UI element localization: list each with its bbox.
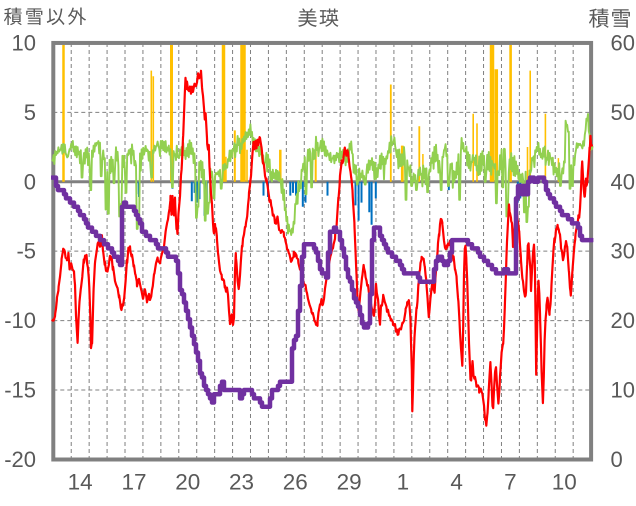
svg-text:-5: -5	[16, 239, 36, 264]
svg-text:0: 0	[611, 447, 623, 472]
svg-text:7: 7	[504, 470, 517, 495]
svg-text:0: 0	[24, 169, 36, 194]
svg-text:10: 10	[611, 378, 635, 403]
svg-text:4: 4	[450, 470, 463, 495]
svg-text:30: 30	[611, 239, 635, 264]
svg-text:1: 1	[397, 470, 410, 495]
svg-text:-10: -10	[4, 308, 36, 333]
svg-text:26: 26	[283, 470, 308, 495]
svg-text:20: 20	[175, 470, 200, 495]
svg-text:20: 20	[611, 308, 635, 333]
svg-text:10: 10	[552, 470, 577, 495]
svg-text:40: 40	[611, 169, 635, 194]
svg-text:60: 60	[611, 30, 635, 55]
svg-text:10: 10	[12, 30, 36, 55]
svg-text:17: 17	[121, 470, 146, 495]
svg-text:14: 14	[68, 470, 93, 495]
svg-text:5: 5	[24, 100, 36, 125]
svg-text:-15: -15	[4, 378, 36, 403]
svg-text:29: 29	[337, 470, 362, 495]
svg-text:50: 50	[611, 100, 635, 125]
svg-text:-20: -20	[4, 447, 36, 472]
svg-text:23: 23	[229, 470, 254, 495]
